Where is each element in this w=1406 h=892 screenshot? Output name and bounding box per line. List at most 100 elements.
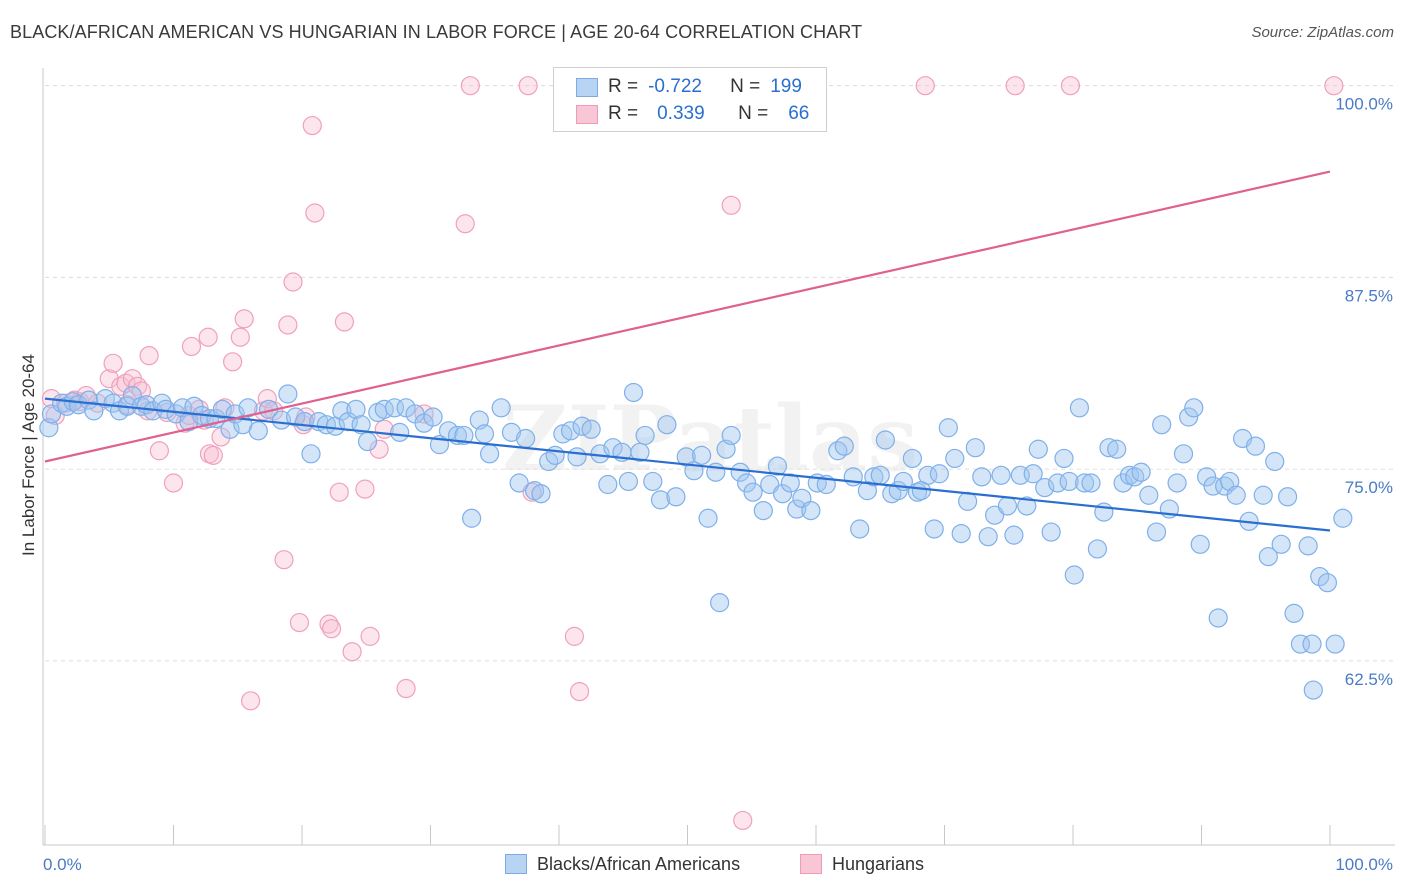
blacks-point — [643, 471, 663, 492]
blacks-point — [480, 444, 500, 464]
blacks-point — [567, 447, 587, 467]
hungarians-point — [721, 195, 741, 215]
series-swatch-pink — [800, 854, 822, 874]
blacks-point — [462, 508, 482, 528]
blacks-point — [1113, 473, 1133, 493]
hungarians-point — [460, 76, 480, 96]
blacks-point — [1081, 473, 1101, 493]
legend-r-value: -0.722 — [648, 76, 702, 97]
blacks-point — [965, 438, 985, 458]
y-axis-label: In Labor Force | Age 20-64 — [19, 354, 38, 556]
hungarians-point — [163, 473, 184, 493]
blacks-point — [474, 424, 495, 444]
blacks-point — [721, 425, 741, 446]
grid-lines — [45, 85, 1395, 662]
blacks-point — [531, 484, 551, 504]
hungarians-point — [302, 115, 322, 136]
hungarians-point — [342, 642, 362, 662]
blacks-point — [635, 425, 655, 446]
blacks-point — [598, 474, 618, 495]
hungarians-point — [103, 353, 123, 373]
blacks-point — [772, 484, 793, 504]
legend-n-label: N = — [738, 103, 769, 124]
hungarians-point — [305, 203, 325, 223]
blacks-point — [491, 398, 511, 418]
blacks-point — [1179, 407, 1199, 427]
blacks-point — [1087, 539, 1108, 559]
blacks-point — [103, 393, 123, 413]
hungarians-point — [139, 346, 159, 366]
blacks-point — [1310, 566, 1330, 587]
hungarians-point — [360, 626, 380, 646]
blacks-point — [1303, 680, 1323, 700]
blacks-point — [1290, 634, 1311, 654]
blacks-point — [271, 410, 292, 430]
hungarians-point — [198, 327, 218, 347]
hungarians-point — [274, 550, 294, 570]
blacks-point — [958, 491, 978, 511]
blacks-point — [346, 399, 366, 419]
blacks-point — [1107, 439, 1127, 459]
y-tick-label: 75.0% — [1345, 478, 1393, 497]
blacks-point — [938, 418, 958, 438]
blacks-point — [1054, 448, 1074, 469]
blacks-points — [39, 382, 1353, 700]
x-tick-label-min: 0.0% — [43, 855, 82, 874]
legend-n-label: N = — [730, 76, 761, 97]
hungarians-point — [455, 214, 475, 234]
hungarians-point — [289, 612, 310, 633]
hungarians-point — [396, 678, 416, 699]
blacks-point — [1028, 439, 1048, 459]
blacks-point — [545, 445, 565, 465]
blacks-point — [1074, 473, 1095, 493]
hungarians-point — [369, 439, 389, 459]
series-legend-hungarians: Hungarians — [800, 852, 924, 876]
blacks-point — [1333, 508, 1353, 528]
source-credit: Source: ZipAtlas.com — [1251, 24, 1394, 41]
y-tick-labels: 62.5% 75.0% 87.5% 100.0% — [1335, 95, 1393, 689]
blacks-point — [1173, 444, 1194, 464]
hungarians-point — [1060, 76, 1081, 96]
blacks-point — [560, 421, 581, 441]
blacks-point — [997, 496, 1018, 516]
blacks-point — [1302, 634, 1322, 654]
trend-lines — [44, 170, 1331, 532]
blacks-point — [1035, 477, 1055, 498]
blacks-point — [390, 422, 410, 442]
hungarians-point — [518, 76, 538, 96]
blacks-point — [1017, 496, 1037, 516]
blacks-point — [666, 487, 686, 507]
blacks-point — [1069, 398, 1090, 418]
blacks-point — [1208, 608, 1228, 628]
hungarians-point — [181, 336, 202, 357]
blacks-point — [698, 508, 718, 528]
blacks-point — [553, 424, 573, 444]
legend-n-value: 66 — [788, 103, 810, 124]
blacks-point — [374, 399, 394, 419]
hungarians-points — [41, 76, 1344, 831]
blacks-point — [1325, 634, 1345, 654]
hungarians-point — [915, 76, 935, 96]
blacks-point — [623, 382, 644, 403]
legend-r-value: 0.339 — [657, 103, 705, 124]
blacks-point — [951, 523, 971, 544]
blacks-point — [509, 473, 529, 493]
hungarians-point — [564, 626, 585, 646]
blacks-point — [1059, 471, 1079, 492]
blacks-point — [1258, 547, 1278, 567]
blacks-point — [801, 500, 821, 521]
blacks-point — [515, 428, 536, 449]
y-tick-label: 100.0% — [1335, 95, 1393, 114]
legend-r-label: R = — [608, 76, 639, 97]
blacks-point — [991, 465, 1011, 485]
blacks-point — [454, 425, 474, 446]
hungarians-point — [321, 619, 342, 639]
blacks-point — [692, 445, 712, 465]
blacks-point — [1152, 415, 1172, 435]
hungarians-point — [355, 479, 375, 499]
hungarians-point — [733, 810, 753, 831]
blacks-point — [834, 436, 854, 456]
y-tick-label: 62.5% — [1345, 670, 1393, 689]
series-label-blacks: Blacks/African Americans — [537, 853, 741, 874]
